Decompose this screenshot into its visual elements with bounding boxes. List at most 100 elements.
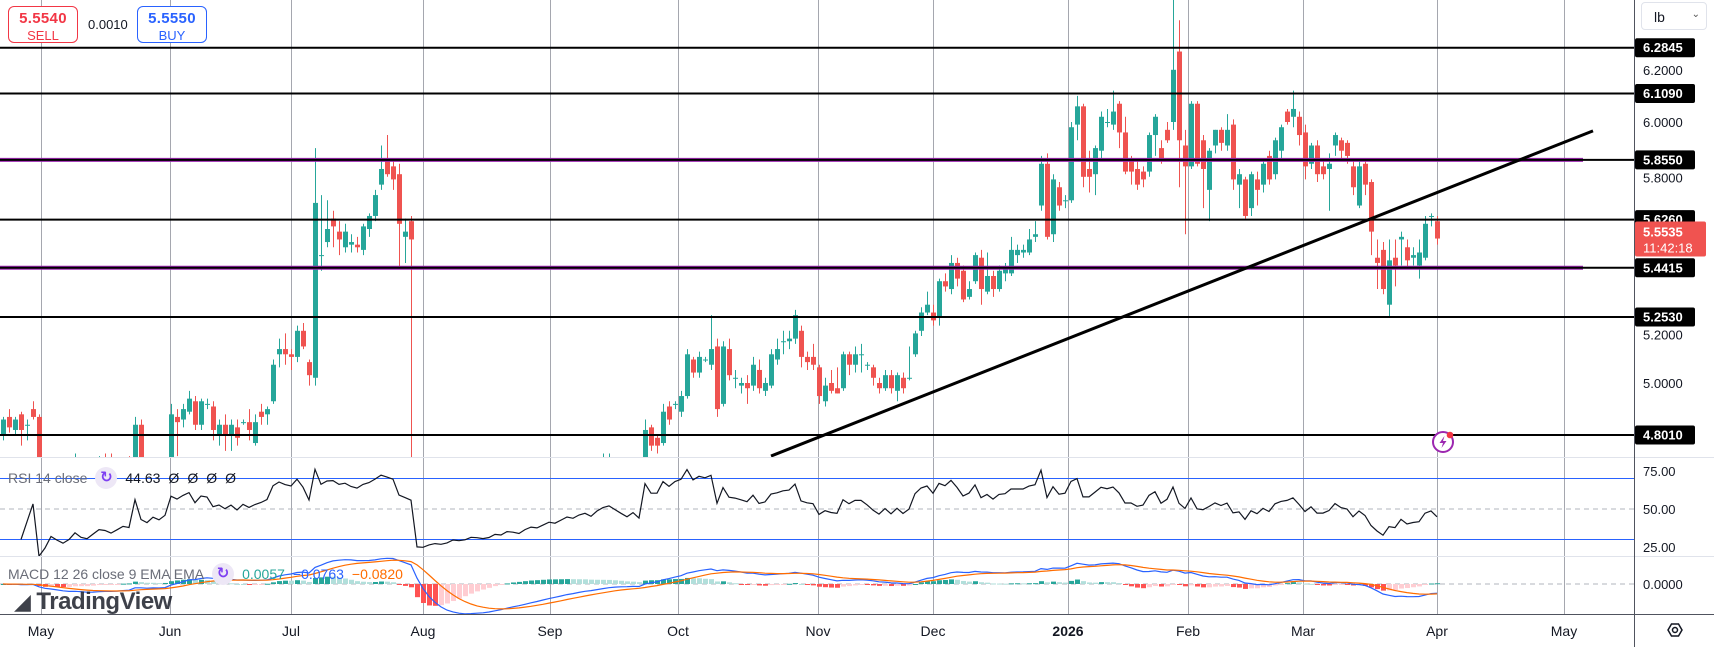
- macd-histogram-bar: [517, 581, 522, 584]
- candle: [673, 401, 678, 410]
- candle: [1267, 150, 1272, 185]
- candle: [841, 351, 846, 391]
- candle-body: [1429, 215, 1434, 217]
- macd-histogram-bar: [1207, 584, 1212, 588]
- rsi-title: RSI 14 close: [8, 470, 88, 486]
- candle: [223, 414, 228, 451]
- candle: [1177, 20, 1182, 188]
- candle-body: [1081, 106, 1086, 177]
- settings-icon[interactable]: [1667, 623, 1683, 637]
- candle: [603, 453, 604, 457]
- candle-body: [847, 354, 852, 365]
- candle-body: [523, 514, 528, 522]
- macd-legend[interactable]: MACD 12 26 close 9 EMA EMA ↻ 0.0057 −0.0…: [8, 563, 403, 585]
- macd-histogram-bar: [889, 584, 894, 587]
- candle: [1279, 124, 1284, 159]
- macd-histogram-bar: [793, 583, 798, 585]
- alert-lightning-icon[interactable]: [1432, 431, 1454, 453]
- macd-histogram-bar: [235, 583, 240, 585]
- candle: [799, 325, 804, 368]
- rsi-extra: Ø: [187, 470, 199, 486]
- candle-body: [259, 411, 264, 417]
- candle-body: [649, 427, 654, 446]
- macd-histogram-bar: [1063, 582, 1068, 584]
- macd-histogram-bar: [625, 581, 630, 584]
- macd-histogram-bar: [781, 584, 786, 585]
- macd-histogram-bar: [559, 579, 564, 584]
- candle: [409, 215, 414, 457]
- candle: [1033, 221, 1038, 243]
- tradingview-logo[interactable]: ◢ TradingView: [14, 589, 172, 615]
- candle-body: [613, 477, 618, 482]
- candle-body: [1159, 148, 1164, 159]
- candle: [499, 514, 504, 527]
- candle-body: [511, 514, 516, 517]
- candle-body: [1165, 129, 1170, 141]
- buy-button[interactable]: 5.5550 BUY: [137, 6, 207, 43]
- time-axis[interactable]: May Jun Jul Aug Sep Oct Nov Dec 2026 Feb Mar Apr May: [28, 623, 1577, 639]
- candle: [325, 200, 330, 248]
- macd-histogram-bar: [1033, 583, 1038, 585]
- sell-button[interactable]: 5.5540 SELL: [8, 6, 78, 43]
- macd-histogram-bar: [1285, 583, 1290, 585]
- candle-body: [1327, 163, 1332, 169]
- candle-body: [793, 315, 798, 339]
- candle: [1219, 127, 1224, 151]
- macd-histogram-bar: [1237, 584, 1242, 588]
- macd-histogram-bar: [397, 584, 402, 585]
- refresh-icon[interactable]: ↻: [212, 563, 235, 585]
- candle: [571, 487, 576, 500]
- macd-histogram-bar: [535, 580, 540, 584]
- candle-body: [1021, 249, 1026, 253]
- candle-body: [541, 506, 546, 511]
- rsi-pane: 75.00 50.00 25.00: [0, 464, 1676, 556]
- candle-body: [355, 244, 360, 248]
- macd-histogram-bar: [355, 581, 360, 584]
- candle-body: [1225, 129, 1230, 146]
- rsi-legend[interactable]: RSI 14 close ↻ 44.63 Ø Ø Ø Ø: [8, 467, 236, 489]
- macd-histogram-bar: [319, 577, 324, 584]
- macd-pane: 0.0000: [0, 557, 1683, 614]
- unit-selector[interactable]: lb ⌄: [1641, 2, 1707, 30]
- candle: [1321, 158, 1326, 180]
- candle-body: [913, 333, 918, 355]
- candle-body: [499, 519, 504, 522]
- candle-body: [1201, 140, 1206, 169]
- refresh-icon[interactable]: ↻: [95, 467, 118, 489]
- candle-body: [1405, 247, 1410, 261]
- candle: [847, 351, 852, 376]
- price-axis[interactable]: 6.2000 6.0000 5.8000 5.2000 5.0000 6.2845 6.10…: [1635, 38, 1706, 445]
- macd-histogram-bar: [1321, 584, 1326, 586]
- macd-histogram-bar: [271, 582, 276, 584]
- candle: [13, 416, 18, 436]
- candle: [781, 330, 786, 355]
- macd-histogram-bar: [577, 579, 582, 584]
- macd-histogram-bar: [1297, 582, 1302, 584]
- macd-histogram-bar: [451, 584, 456, 602]
- candle: [655, 435, 660, 454]
- level-price-label-bg: [1635, 425, 1695, 445]
- macd-histogram-bar: [565, 579, 570, 584]
- macd-histogram-bar: [139, 582, 144, 584]
- candle-body: [1273, 140, 1278, 175]
- candle: [1009, 236, 1014, 276]
- trendline: [770, 129, 1594, 457]
- candle-body: [565, 493, 570, 498]
- macd-histogram-bar: [331, 576, 336, 584]
- macd-histogram-bar: [715, 581, 720, 584]
- macd-histogram-bar: [589, 579, 594, 584]
- macd-histogram-bar: [745, 584, 750, 585]
- candle: [1051, 174, 1056, 243]
- candle-body: [1111, 111, 1116, 125]
- macd-histogram-bar: [991, 583, 996, 585]
- candle-body: [1213, 129, 1218, 146]
- candle-body: [373, 195, 378, 216]
- candle-body: [469, 521, 474, 529]
- macd-histogram-bar: [829, 584, 834, 588]
- candle-body: [631, 487, 636, 492]
- candle: [1243, 176, 1248, 219]
- candle-body: [895, 375, 900, 391]
- candle: [697, 351, 702, 378]
